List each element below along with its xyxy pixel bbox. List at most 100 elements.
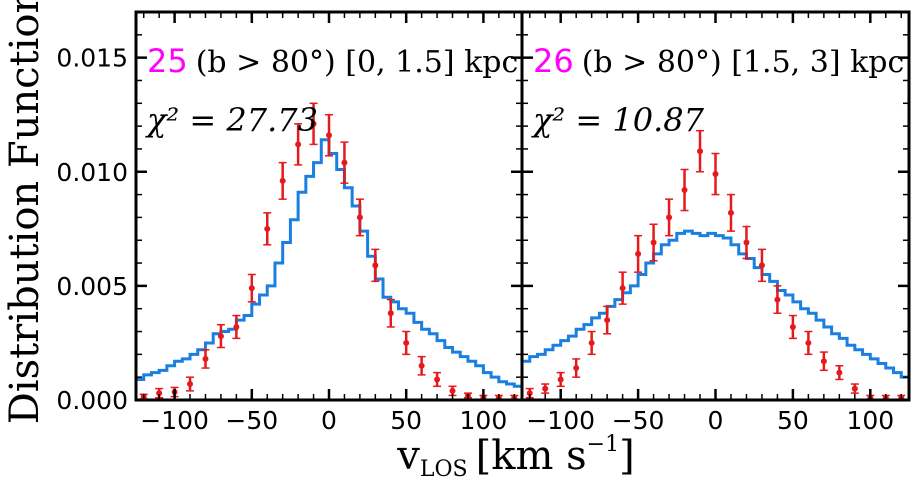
x-tick-label: −100: [526, 406, 595, 435]
data-point: [247, 273, 256, 303]
data-marker: [418, 362, 425, 369]
data-marker: [635, 250, 642, 257]
data-marker: [187, 381, 194, 388]
data-marker: [310, 120, 317, 127]
data-point: [325, 113, 333, 157]
data-point: [216, 323, 225, 349]
data-point: [634, 234, 643, 273]
data-point: [556, 371, 565, 388]
model-histogram-line: [522, 229, 909, 379]
data-marker: [604, 317, 611, 324]
data-point: [201, 349, 210, 369]
plot-area: [136, 102, 522, 400]
data-point: [819, 351, 828, 372]
data-point: [572, 358, 581, 378]
data-marker: [681, 187, 688, 194]
y-tick-label: 0.005: [56, 272, 128, 301]
y-tick-label: 0.000: [56, 386, 128, 415]
data-point: [448, 385, 457, 397]
data-marker: [542, 385, 549, 392]
data-point: [386, 298, 395, 328]
data-point: [618, 271, 627, 305]
chi-square-label: χ² = 10.87: [531, 101, 705, 139]
data-marker: [403, 339, 410, 346]
data-marker: [836, 369, 843, 376]
data-marker: [372, 262, 379, 269]
x-tick-label: −50: [612, 406, 665, 435]
data-point: [757, 248, 766, 283]
data-point: [417, 355, 426, 376]
x-tick-label: 0: [708, 406, 724, 435]
data-marker: [279, 177, 286, 184]
data-marker: [851, 385, 858, 392]
data-point: [294, 123, 303, 166]
y-tick-label: 0.015: [56, 44, 128, 73]
data-point: [433, 371, 442, 388]
data-marker: [233, 323, 240, 330]
data-marker: [217, 333, 224, 340]
data-point: [232, 314, 241, 340]
data-marker: [743, 239, 750, 246]
data-marker: [619, 285, 626, 292]
data-point: [696, 129, 705, 173]
data-point: [402, 330, 411, 356]
data-point: [726, 193, 735, 232]
data-point: [742, 225, 751, 260]
panel-region: (b > 80°) [0, 1.5] kpc: [196, 45, 519, 80]
data-marker: [387, 310, 394, 317]
data-point: [371, 248, 380, 283]
data-point: [603, 305, 612, 335]
x-axis-label-main: v: [396, 433, 420, 479]
plot-area: [522, 129, 909, 400]
data-marker: [341, 159, 348, 166]
panel-number: 25: [147, 42, 188, 80]
data-marker: [295, 141, 302, 148]
data-point: [665, 198, 674, 237]
data-point: [340, 141, 349, 184]
data-point: [835, 365, 844, 381]
panel-25: −100 −50 0 50 100 0.000 0.005 0.010 0.015 25 (b > …: [56, 10, 524, 435]
x-tick-label: 0: [321, 406, 337, 435]
data-marker: [712, 171, 719, 178]
panel-26: −100 −50 0 50 100 26 (b > 80°) [1.5, 3] kpc χ² …: [520, 10, 911, 435]
data-point: [263, 212, 272, 246]
data-marker: [727, 209, 734, 216]
data-marker: [248, 285, 255, 292]
data-marker: [666, 214, 673, 221]
data-marker: [573, 365, 580, 372]
data-marker: [526, 390, 533, 397]
x-tick-label: 100: [846, 406, 894, 435]
x-axis-label-exponent: −1: [587, 432, 619, 457]
data-point: [649, 223, 658, 262]
x-tick-label: 100: [460, 406, 508, 435]
data-marker: [805, 339, 812, 346]
x-axis-label-units: [km s: [476, 433, 587, 479]
data-marker: [449, 387, 456, 394]
model-histogram-line: [136, 138, 522, 388]
data-point: [587, 330, 596, 356]
y-axis-label: Distribution Function: [2, 0, 48, 424]
y-tick-label: 0.010: [56, 158, 128, 187]
data-marker: [264, 225, 271, 232]
data-marker: [758, 262, 765, 269]
data-point: [309, 102, 318, 146]
data-point: [680, 168, 689, 212]
data-marker: [202, 355, 209, 362]
data-marker: [650, 239, 657, 246]
data-point: [788, 314, 797, 340]
data-point: [278, 161, 287, 200]
panel-region: (b > 80°) [1.5, 3] kpc: [582, 45, 905, 80]
data-point: [773, 285, 782, 315]
data-marker: [697, 148, 704, 155]
x-axis-label: vLOS [km s−1]: [396, 432, 634, 482]
data-point: [541, 383, 550, 394]
panel-title: 26 (b > 80°) [1.5, 3] kpc: [533, 42, 904, 80]
data-marker: [326, 132, 332, 139]
panel-number: 26: [533, 42, 574, 80]
data-marker: [820, 358, 827, 365]
x-axis-label-close: ]: [619, 433, 635, 479]
data-point: [355, 198, 364, 237]
x-tick-label: 50: [777, 406, 809, 435]
data-point: [186, 376, 195, 392]
